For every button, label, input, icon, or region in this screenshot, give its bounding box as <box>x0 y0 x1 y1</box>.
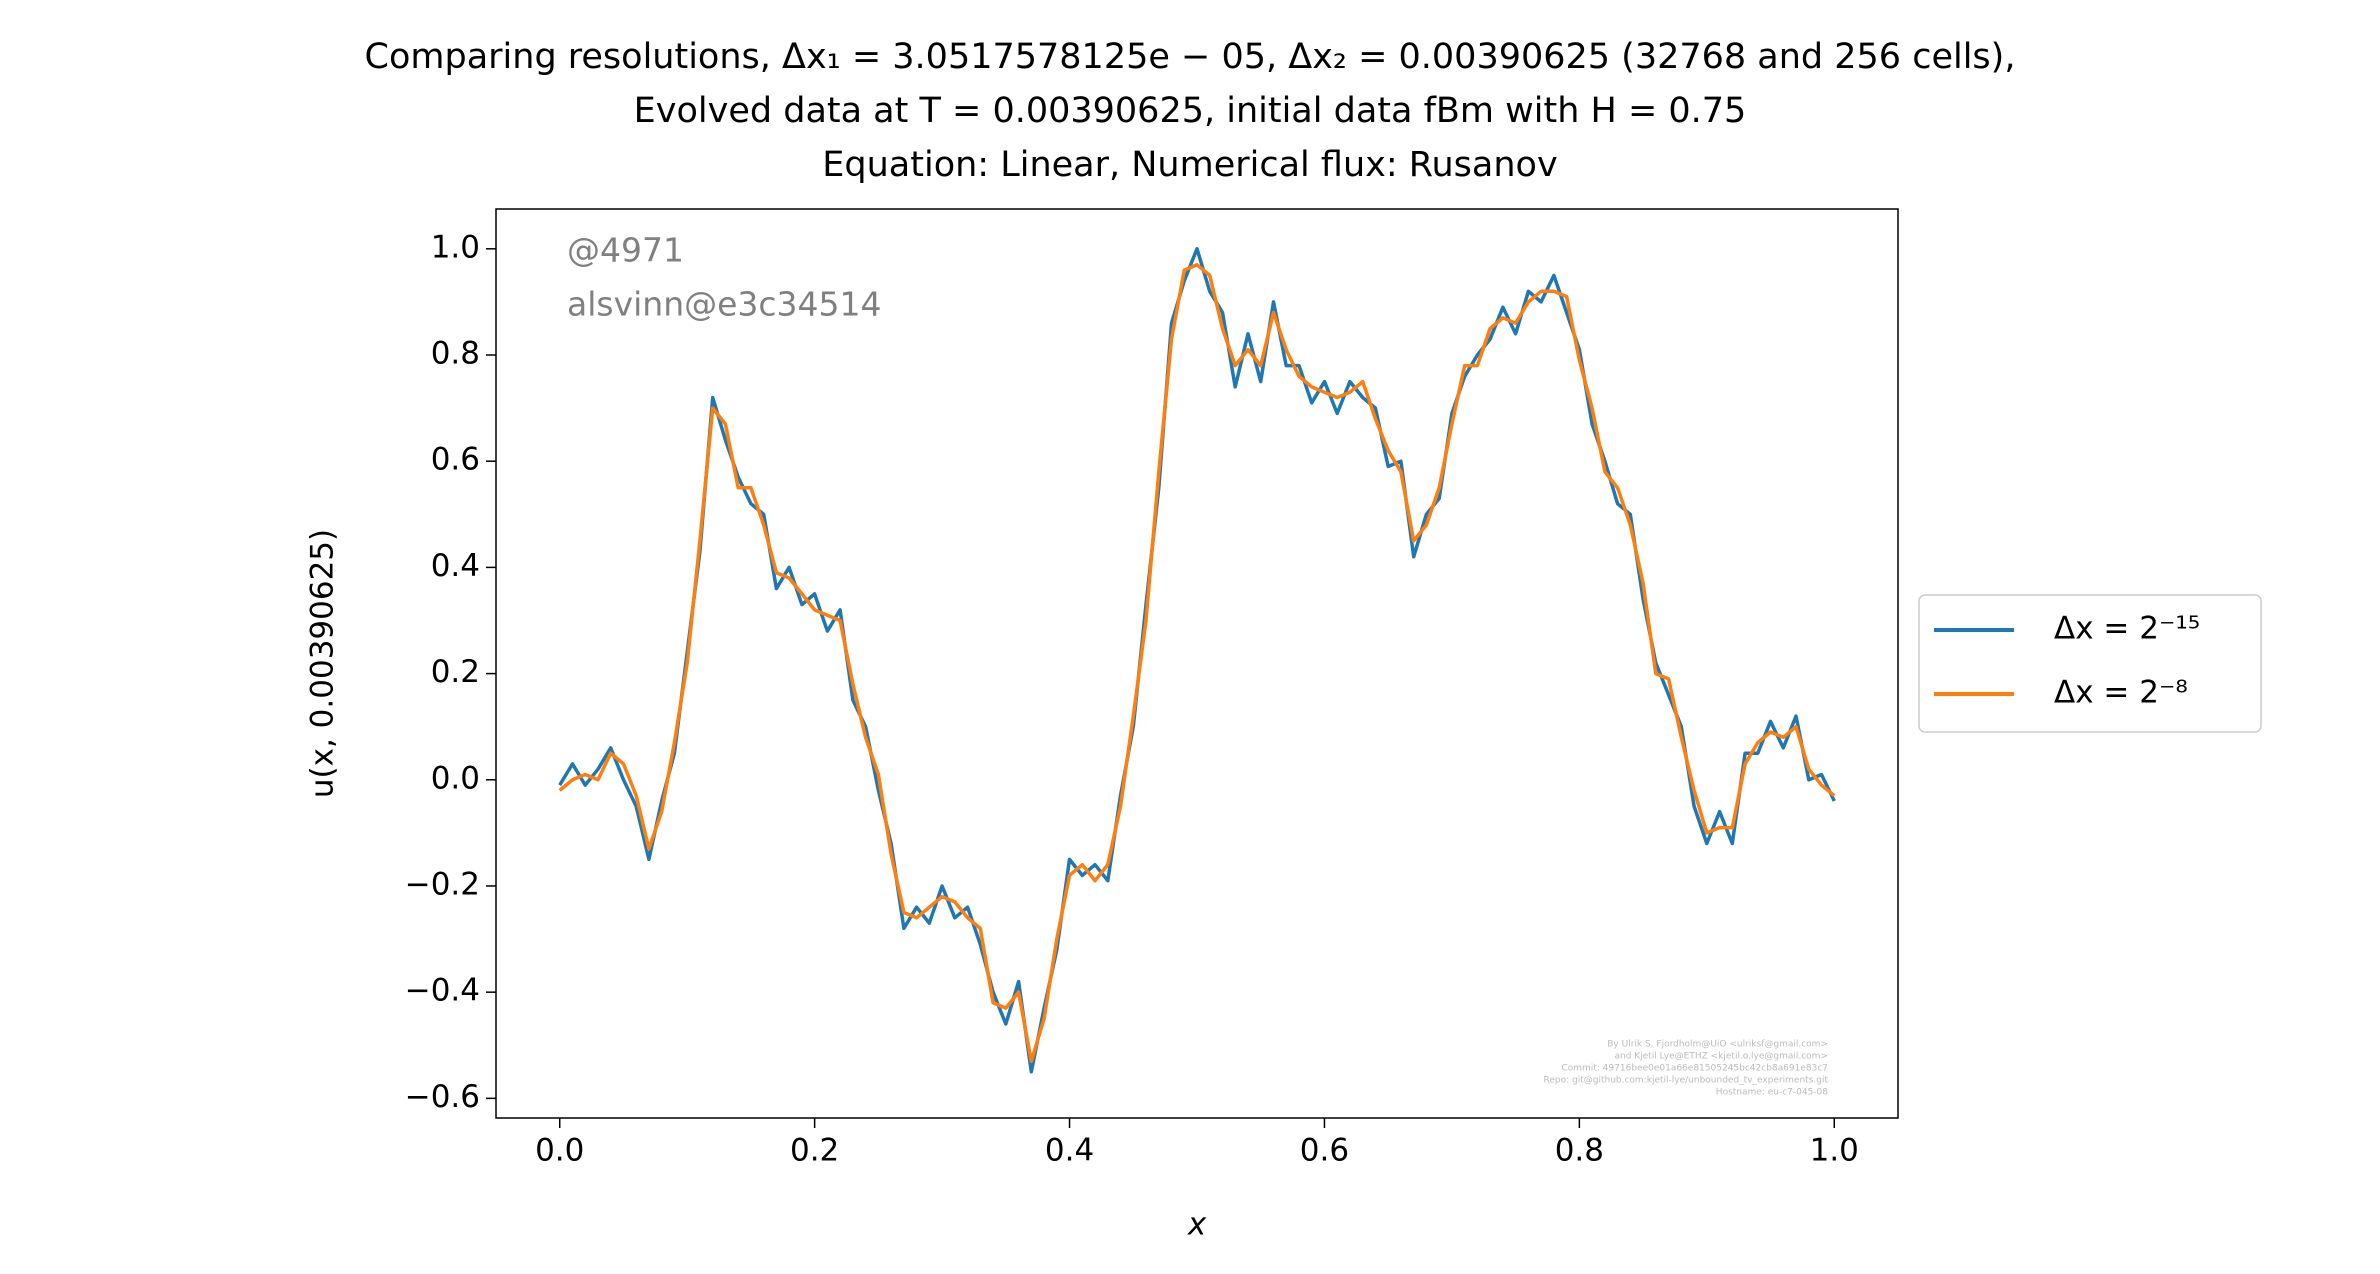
legend-label: Δx = 2⁻⁸ <box>2054 675 2188 711</box>
chart-title: Comparing resolutions, Δx₁ = 3.051757812… <box>365 37 2016 77</box>
footer-text: Repo: git@github.com:kjetil-lye/unbounde… <box>1544 1076 1829 1086</box>
plot-frame <box>495 208 1899 1119</box>
x-tick-label: 0.8 <box>1555 1133 1604 1169</box>
y-tick-label: −0.2 <box>405 866 480 902</box>
x-tick-label: 0.4 <box>1045 1133 1094 1169</box>
x-tick-label: 0.6 <box>1300 1133 1349 1169</box>
series-line <box>558 263 1836 1063</box>
footer-text: Hostname: eu-c7-045-08 <box>1716 1088 1828 1098</box>
series-line <box>558 247 1836 1074</box>
y-tick-label: 0.8 <box>431 336 480 372</box>
legend-label: Δx = 2⁻¹⁵ <box>2054 611 2200 647</box>
footer-text: By Ulrik S. Fjordholm@UiO <ulriksf@gmail… <box>1607 1040 1828 1050</box>
y-tick-label: 0.0 <box>431 760 480 796</box>
x-tick-label: 0.0 <box>535 1133 584 1169</box>
footer-text: and Kjetil Lye@ETHZ <kjetil.o.lye@gmail.… <box>1614 1052 1828 1062</box>
y-tick-label: 0.2 <box>431 654 480 690</box>
annotation: alsvinn@e3c34514 <box>567 285 882 324</box>
annotation: @4971 <box>567 231 684 270</box>
y-tick-label: 1.0 <box>431 229 480 265</box>
y-tick-label: 0.4 <box>431 548 480 584</box>
x-tick-label: 0.2 <box>790 1133 839 1169</box>
x-axis-label: x <box>1187 1207 1207 1243</box>
y-tick-label: 0.6 <box>431 442 480 478</box>
y-tick-label: −0.4 <box>405 973 480 1009</box>
y-axis-label: u(x, 0.00390625) <box>305 529 341 798</box>
chart-title: Evolved data at T = 0.00390625, initial … <box>634 91 1747 131</box>
y-tick-label: −0.6 <box>405 1079 480 1115</box>
chart-title: Equation: Linear, Numerical flux: Rusano… <box>822 145 1557 185</box>
footer-text: Commit: 49716bee0e01a66e81505245bc42cb8a… <box>1561 1064 1828 1074</box>
x-tick-label: 1.0 <box>1810 1133 1859 1169</box>
